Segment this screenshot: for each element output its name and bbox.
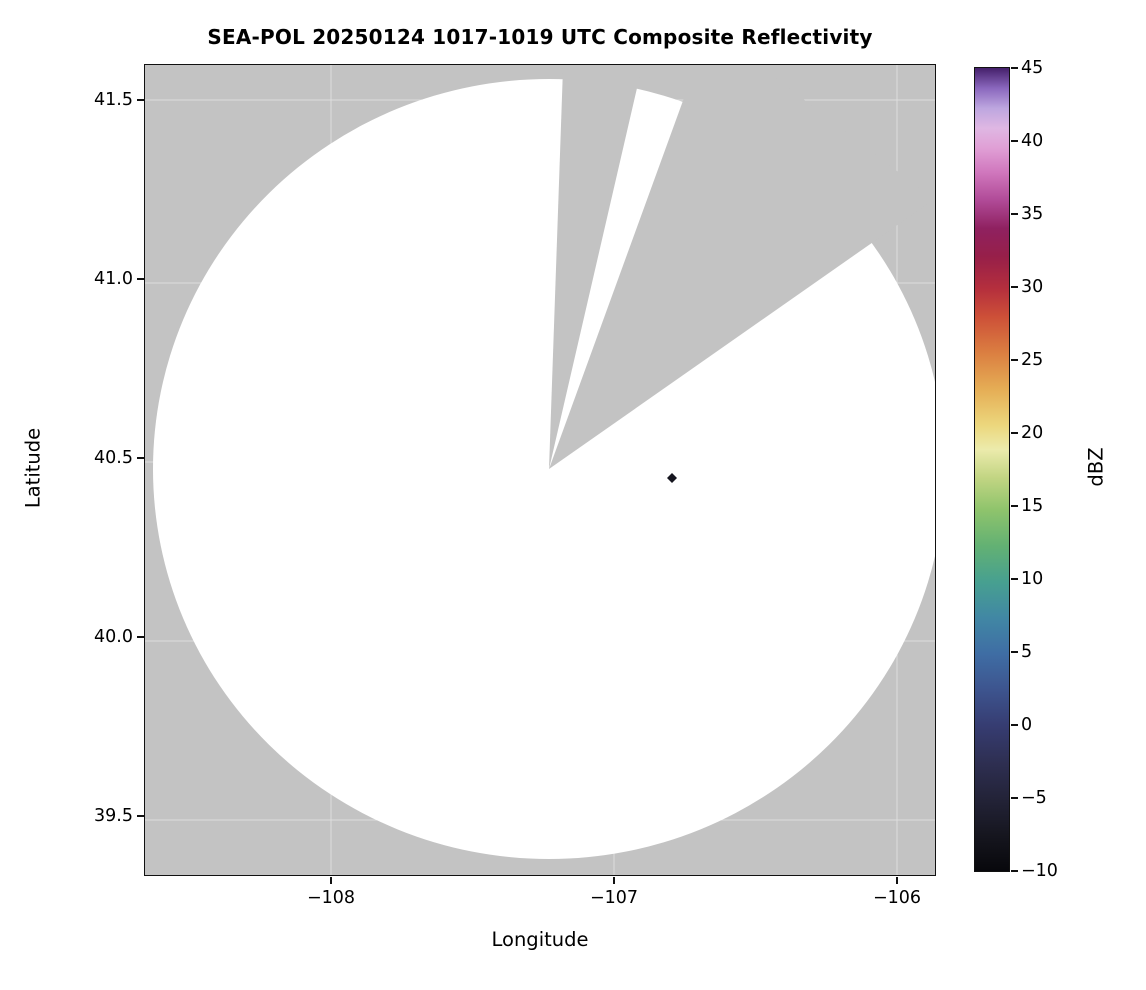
x-axis-label: Longitude bbox=[491, 928, 589, 951]
x-tick-label: −108 bbox=[306, 888, 356, 908]
radar-plot-canvas bbox=[144, 64, 935, 875]
colorbar-tick-label: 15 bbox=[1021, 496, 1044, 516]
colorbar-tick-label: 0 bbox=[1021, 715, 1033, 735]
colorbar-tick-mark bbox=[1010, 359, 1018, 361]
colorbar-tick-label: −10 bbox=[1021, 861, 1058, 881]
colorbar-tick-mark bbox=[1010, 870, 1018, 872]
y-tick-label: 40.0 bbox=[94, 627, 133, 647]
colorbar-gradient bbox=[974, 67, 1009, 871]
x-tick-label: −106 bbox=[872, 888, 922, 908]
radar-plot-area bbox=[143, 63, 936, 876]
x-tick-label: −107 bbox=[589, 888, 639, 908]
y-tick-label: 39.5 bbox=[94, 806, 133, 826]
colorbar-tick-label: 35 bbox=[1021, 204, 1044, 224]
colorbar-tick-label: 5 bbox=[1021, 642, 1033, 662]
colorbar-tick-label: −5 bbox=[1021, 788, 1047, 808]
colorbar-tick-mark bbox=[1010, 651, 1018, 653]
colorbar-tick-mark bbox=[1010, 140, 1018, 142]
y-tick-label: 41.0 bbox=[94, 269, 133, 289]
x-tick-mark bbox=[896, 876, 898, 884]
colorbar-tick-label: 10 bbox=[1021, 569, 1044, 589]
colorbar-tick-mark bbox=[1010, 67, 1018, 69]
y-tick-mark bbox=[136, 457, 144, 459]
y-tick-label: 40.5 bbox=[94, 448, 133, 468]
storm-echo-marker bbox=[666, 472, 677, 483]
y-tick-mark bbox=[136, 99, 144, 101]
colorbar-tick-label: 45 bbox=[1021, 58, 1044, 78]
y-tick-mark bbox=[136, 278, 144, 280]
x-tick-mark bbox=[330, 876, 332, 884]
colorbar-tick-label: 30 bbox=[1021, 277, 1044, 297]
y-tick-label: 41.5 bbox=[94, 90, 133, 110]
colorbar-tick-label: 40 bbox=[1021, 131, 1044, 151]
plot-title: SEA-POL 20250124 1017-1019 UTC Composite… bbox=[207, 25, 873, 49]
y-axis-label: Latitude bbox=[21, 427, 45, 509]
colorbar-tick-mark bbox=[1010, 505, 1018, 507]
colorbar bbox=[973, 66, 1010, 872]
colorbar-tick-label: 20 bbox=[1021, 423, 1044, 443]
colorbar-tick-mark bbox=[1010, 724, 1018, 726]
x-tick-mark bbox=[613, 876, 615, 884]
y-tick-mark bbox=[136, 636, 144, 638]
colorbar-tick-mark bbox=[1010, 797, 1018, 799]
blocked-sector-wide bbox=[548, 64, 934, 469]
y-tick-mark bbox=[136, 815, 144, 817]
colorbar-tick-label: 25 bbox=[1021, 350, 1044, 370]
colorbar-label: dBZ bbox=[1084, 447, 1108, 487]
colorbar-tick-mark bbox=[1010, 578, 1018, 580]
colorbar-tick-mark bbox=[1010, 432, 1018, 434]
colorbar-tick-mark bbox=[1010, 213, 1018, 215]
colorbar-tick-mark bbox=[1010, 286, 1018, 288]
